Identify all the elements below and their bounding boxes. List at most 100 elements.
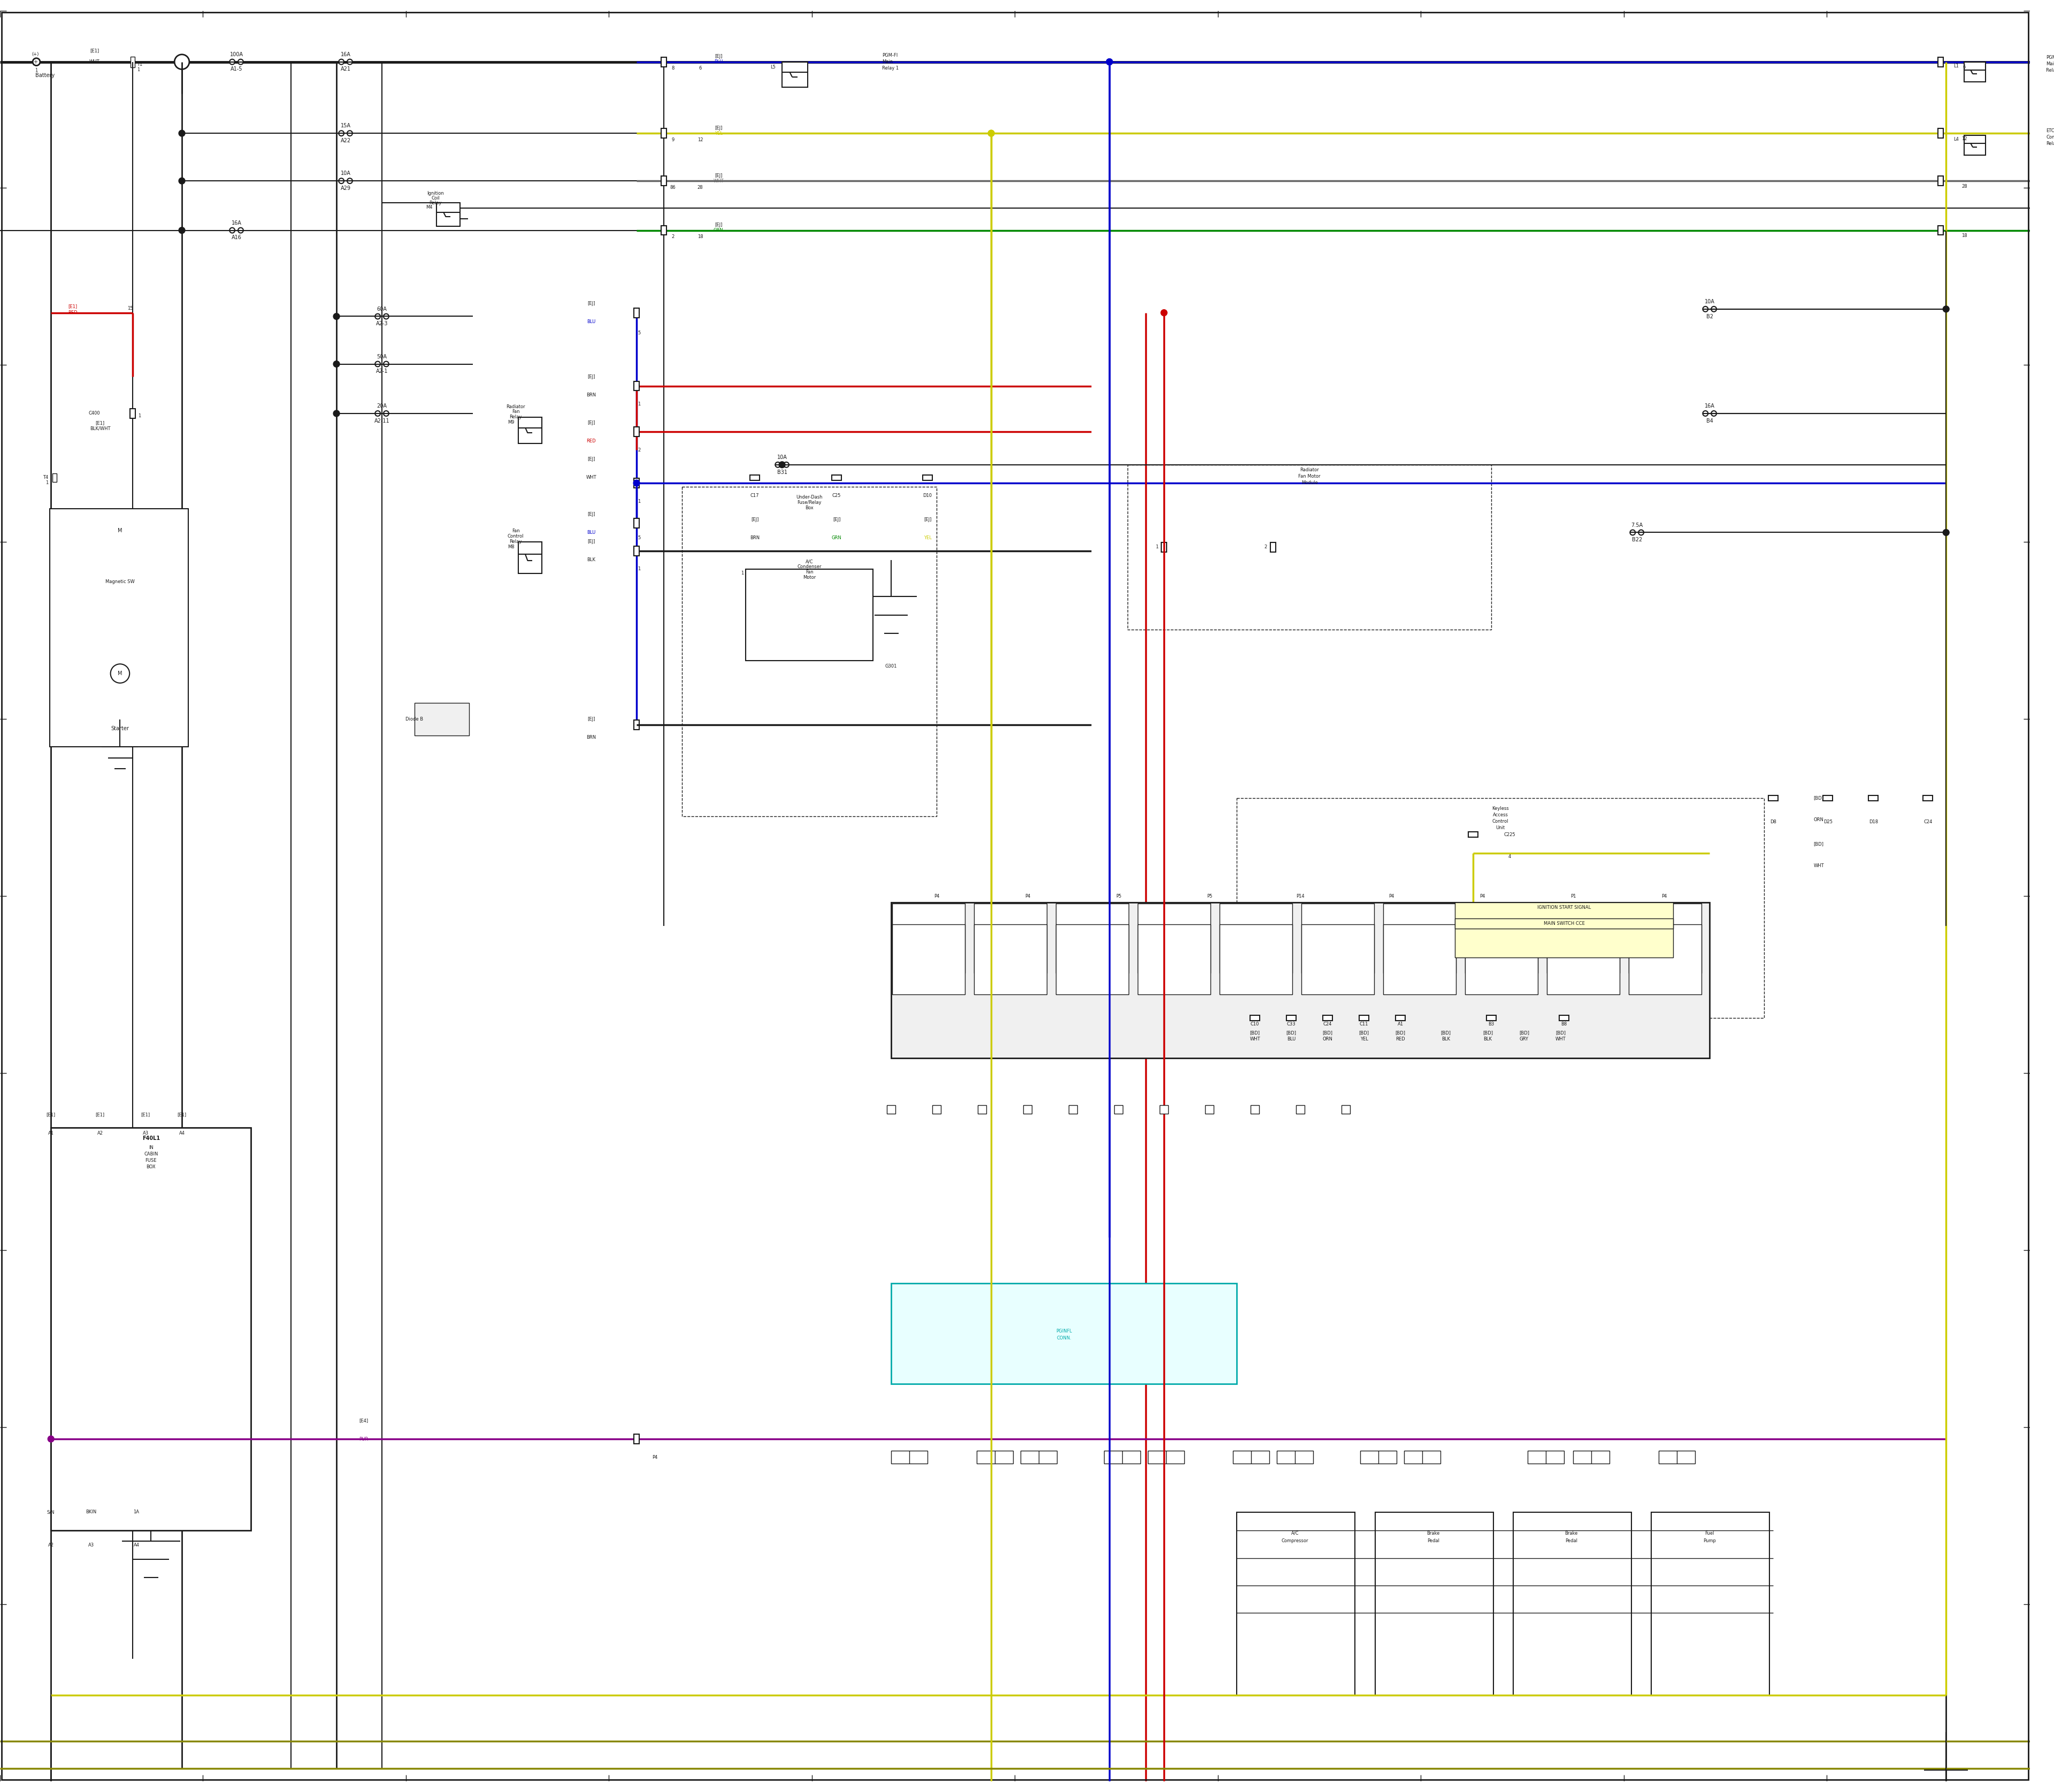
Text: 2: 2 [639,448,641,453]
Text: 5: 5 [639,536,641,541]
Text: Fan: Fan [805,570,813,575]
Text: D25: D25 [1824,819,1832,824]
Text: Box: Box [805,505,813,511]
Text: A3: A3 [88,1543,94,1548]
Text: [EJ]: [EJ] [832,518,840,521]
Text: 28: 28 [698,185,702,190]
Bar [1454,903,1674,957]
Text: [BD]: [BD] [1360,1030,1370,1036]
Bar [1138,925,1210,995]
Bar [1939,57,1943,66]
Bar [1278,1452,1313,1464]
Text: 1: 1 [1154,545,1158,550]
Circle shape [376,314,380,319]
Bar [1660,1452,1695,1464]
Bar [1454,918,1674,928]
Text: S/N: S/N [47,1511,55,1514]
Text: BRN: BRN [750,536,760,541]
Bar [1251,1014,1259,1020]
Circle shape [238,228,242,233]
Text: PGINFL: PGINFL [1056,1328,1072,1333]
Text: Starter: Starter [111,726,129,731]
Text: [BD]: [BD] [1483,1030,1493,1036]
Bar [1487,1014,1495,1020]
Text: PGM-FI: PGM-FI [2046,56,2054,61]
Circle shape [47,1435,53,1443]
Bar [1465,903,1538,973]
Text: WHT: WHT [713,179,723,183]
Text: [BD]: [BD] [1814,842,1824,846]
Bar [1559,1014,1569,1020]
Bar [1161,543,1167,552]
Circle shape [333,360,339,367]
Text: WHT: WHT [1249,1036,1261,1041]
Text: 2: 2 [1265,545,1267,550]
Text: 15A: 15A [341,124,351,129]
Text: F40L1: F40L1 [142,1136,160,1142]
Text: Relay: Relay [509,414,522,419]
Text: B2: B2 [1707,314,1713,319]
Text: M8: M8 [507,545,514,550]
Text: Relay: Relay [2046,142,2054,145]
Text: C24: C24 [1323,1021,1333,1027]
Text: [E1]: [E1] [68,305,78,308]
Text: P4: P4 [1662,894,1668,898]
Text: C24: C24 [1923,819,1933,824]
Circle shape [33,57,41,66]
Text: A1-5: A1-5 [230,66,242,72]
Text: P4: P4 [651,1455,657,1460]
Text: Motor: Motor [803,575,815,581]
Bar [978,1106,986,1113]
Text: GRN: GRN [713,228,723,233]
Bar [1469,831,1479,837]
Text: [BD]: [BD] [1251,1030,1259,1036]
Bar [635,308,639,317]
Text: BOX: BOX [146,1165,156,1168]
Text: CONN.: CONN. [1056,1335,1072,1340]
Text: BLU: BLU [715,59,723,65]
Text: Unit: Unit [1495,826,1506,830]
Text: B3: B3 [1489,1021,1495,1027]
Bar [974,925,1048,995]
Text: A21: A21 [341,66,351,72]
Text: BRN: BRN [585,735,596,740]
Text: BLK: BLK [1442,1036,1450,1041]
Bar [1021,1452,1056,1464]
Bar [635,426,639,437]
Bar [1382,925,1456,995]
Text: 12: 12 [1962,136,1968,142]
Circle shape [1107,59,1113,65]
Text: 2: 2 [672,235,674,238]
Text: 1: 1 [35,68,37,73]
Text: 4: 4 [1508,855,1512,858]
Circle shape [1703,410,1709,416]
Circle shape [785,462,789,468]
Text: P14: P14 [1296,894,1304,898]
Text: [EJ]: [EJ] [715,54,723,59]
Bar [1271,543,1276,552]
Circle shape [1943,529,1949,536]
Text: C400: C400 [88,410,101,416]
Circle shape [384,362,388,367]
Bar [518,418,542,444]
Text: [E4]: [E4] [359,1417,368,1423]
Bar [1323,1014,1333,1020]
Circle shape [1107,59,1113,65]
Text: [BD]: [BD] [1440,1030,1450,1036]
Text: RED: RED [68,310,78,315]
Text: [EJ]: [EJ] [587,717,596,722]
Text: WHT: WHT [1555,1036,1565,1041]
Circle shape [384,410,388,416]
Text: A2-11: A2-11 [374,418,390,423]
Bar [49,509,189,747]
Bar [1220,925,1292,995]
Text: D18: D18 [1869,819,1877,824]
Text: 6: 6 [698,66,702,70]
Text: C225: C225 [1504,831,1516,837]
Bar [1374,1512,1493,1695]
Text: WHT: WHT [88,59,101,65]
Text: A2: A2 [47,1543,53,1548]
Circle shape [339,59,343,65]
Text: 1: 1 [639,566,641,572]
Text: [EJ]: [EJ] [715,174,723,177]
